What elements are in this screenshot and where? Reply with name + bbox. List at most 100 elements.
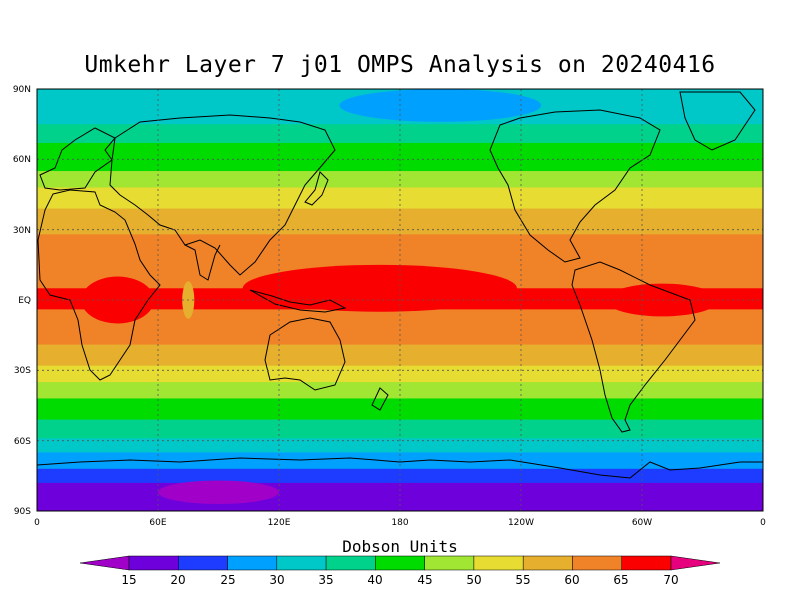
colorbar (79, 555, 721, 571)
coast-greenland (679, 91, 756, 151)
lon-label-180: 180 (391, 518, 408, 528)
colorbar-segment (178, 555, 228, 571)
colorbar-tick-15: 15 (121, 573, 136, 587)
colorbar-tick-30: 30 (269, 573, 284, 587)
field-band (37, 236, 763, 240)
colorbar-segment (276, 555, 327, 571)
field-band (37, 206, 763, 210)
field-band (37, 342, 763, 346)
colorbar-tick-35: 35 (318, 573, 333, 587)
coast-asia (109, 114, 336, 276)
field-feature (339, 89, 542, 122)
field-band (37, 501, 763, 505)
colorbar-segment (424, 555, 475, 571)
field-band (37, 227, 763, 231)
colorbar-segment (227, 555, 278, 571)
field-band (37, 450, 763, 453)
field-band (37, 192, 763, 196)
field-band (37, 344, 763, 348)
field-band (37, 171, 763, 174)
map-title: Umkehr Layer 7 j01 OMPS Analysis on 2024… (84, 52, 716, 78)
field-band (37, 421, 763, 425)
field-band (37, 454, 763, 458)
colorbar-segment (572, 555, 622, 571)
lat-label-60s: 60S (14, 437, 31, 447)
field-band (37, 250, 763, 254)
colorbar-tick-20: 20 (170, 573, 185, 587)
field-band (37, 365, 763, 369)
colorbar-tick-65: 65 (613, 573, 628, 587)
field-band (37, 224, 763, 228)
coast-south-america (571, 261, 696, 433)
grid-lines (37, 89, 763, 511)
field-band (37, 325, 763, 329)
field-band (37, 330, 763, 334)
field-band (37, 405, 763, 409)
axis-labels: 90N 60N 30N EQ 30S 60S 90S 0 60E 120E 18… (13, 85, 766, 528)
field-band (37, 210, 763, 214)
lat-label-30n: 30N (13, 226, 31, 236)
field-band (37, 135, 763, 139)
field-band (37, 494, 763, 498)
field-band (37, 232, 763, 235)
field-band (37, 382, 763, 385)
colorbar-tick-60: 60 (564, 573, 579, 587)
lat-label-30s: 30S (14, 366, 31, 376)
coast-indonesia (249, 289, 347, 313)
field-band (37, 201, 763, 205)
field-band (37, 435, 763, 439)
coast-india (184, 244, 221, 281)
field-band (37, 379, 763, 383)
field-band (37, 492, 763, 496)
lon-label-60w: 60W (632, 518, 652, 528)
field-feature (242, 264, 517, 312)
field-band (37, 445, 763, 449)
field-band (37, 196, 763, 200)
field-band (37, 229, 763, 233)
field-band (37, 131, 763, 135)
field-band (37, 246, 763, 250)
field-band (37, 506, 763, 510)
field-band (37, 316, 763, 320)
lon-label-0-end: 0 (760, 518, 766, 528)
colorbar-segment (473, 555, 524, 571)
field-band (37, 419, 763, 423)
field-band (37, 466, 763, 470)
field-band (37, 121, 763, 125)
field-band (37, 220, 763, 224)
field-band (37, 346, 763, 350)
field-band (37, 489, 763, 493)
field-band (37, 375, 763, 378)
field-band (37, 386, 763, 390)
coast-europe (39, 127, 116, 191)
field-band (37, 440, 763, 444)
colorbar-low-arrow (79, 555, 130, 571)
plot-frame (36, 88, 764, 512)
field-band (37, 339, 763, 343)
coast-japan (304, 171, 329, 206)
field-band (37, 396, 763, 400)
field-band (37, 154, 763, 158)
field-band (37, 485, 763, 489)
field-band (37, 400, 763, 404)
lon-label-0: 0 (34, 518, 40, 528)
colorbar-segment (621, 555, 672, 571)
field-band (37, 457, 763, 461)
colorbar-segment (522, 555, 573, 571)
colorbar-title: Dobson Units (342, 537, 458, 556)
field-band (37, 260, 763, 264)
field-band (37, 356, 763, 360)
colorbar-tick-25: 25 (220, 573, 235, 587)
field-band (37, 140, 763, 144)
field-band (37, 189, 763, 193)
colorbar-segment (128, 555, 179, 571)
lat-label-90s: 90S (14, 507, 31, 517)
field-band (37, 161, 763, 165)
field-band (37, 370, 763, 374)
field-band (37, 241, 763, 245)
field-band (37, 391, 763, 395)
field-band (37, 417, 763, 421)
field-feature (158, 480, 279, 504)
coast-antarctica (37, 457, 763, 479)
